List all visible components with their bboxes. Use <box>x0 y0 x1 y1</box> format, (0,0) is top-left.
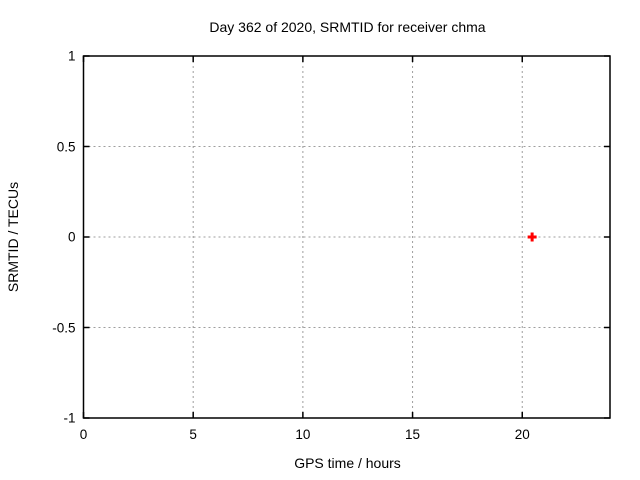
y-tick-label: 0.5 <box>56 138 76 154</box>
y-tick-label: 0 <box>67 229 76 245</box>
x-tick-label: 0 <box>79 427 88 442</box>
x-tick-label: 5 <box>189 427 197 442</box>
chart-title: Day 362 of 2020, SRMTID for receiver chm… <box>209 19 486 35</box>
y-tick-label: -1 <box>63 410 76 426</box>
x-axis-label: GPS time / hours <box>294 455 401 471</box>
y-tick-label: -0.5 <box>52 319 76 335</box>
x-tick-label: 10 <box>295 427 311 442</box>
x-tick-label: 20 <box>514 427 530 442</box>
y-tick-label: 1 <box>67 48 76 64</box>
x-tick-label: 15 <box>405 427 421 442</box>
